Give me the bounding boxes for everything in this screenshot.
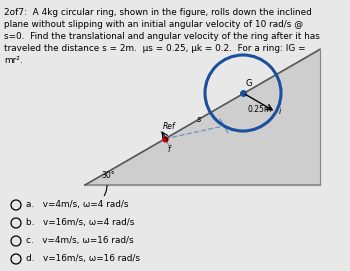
Text: s: s (197, 115, 202, 124)
Text: plane without slipping with an initial angular velocity of 10 rad/s @: plane without slipping with an initial a… (4, 20, 303, 29)
Text: d.   v=16m/s, ω=16 rad/s: d. v=16m/s, ω=16 rad/s (26, 254, 140, 263)
Text: f: f (167, 145, 170, 154)
Text: c.   v=4m/s, ω=16 rad/s: c. v=4m/s, ω=16 rad/s (26, 237, 134, 246)
Text: G: G (246, 79, 252, 88)
Text: 2of7:  A 4kg circular ring, shown in the figure, rolls down the inclined: 2of7: A 4kg circular ring, shown in the … (4, 8, 312, 17)
Text: b.   v=16m/s, ω=4 rad/s: b. v=16m/s, ω=4 rad/s (26, 218, 134, 227)
Text: traveled the distance s = 2m.  μs = 0.25, μk = 0.2.  For a ring: IG =: traveled the distance s = 2m. μs = 0.25,… (4, 44, 306, 53)
Text: 0.25m: 0.25m (248, 105, 272, 114)
Text: i: i (279, 108, 281, 117)
Text: mr².: mr². (4, 56, 23, 65)
Text: 30°: 30° (101, 171, 115, 180)
Polygon shape (85, 49, 320, 185)
Text: Ref: Ref (163, 122, 176, 131)
Text: a.   v=4m/s, ω=4 rad/s: a. v=4m/s, ω=4 rad/s (26, 201, 128, 209)
Text: s=0.  Find the translational and angular velocity of the ring after it has: s=0. Find the translational and angular … (4, 32, 320, 41)
